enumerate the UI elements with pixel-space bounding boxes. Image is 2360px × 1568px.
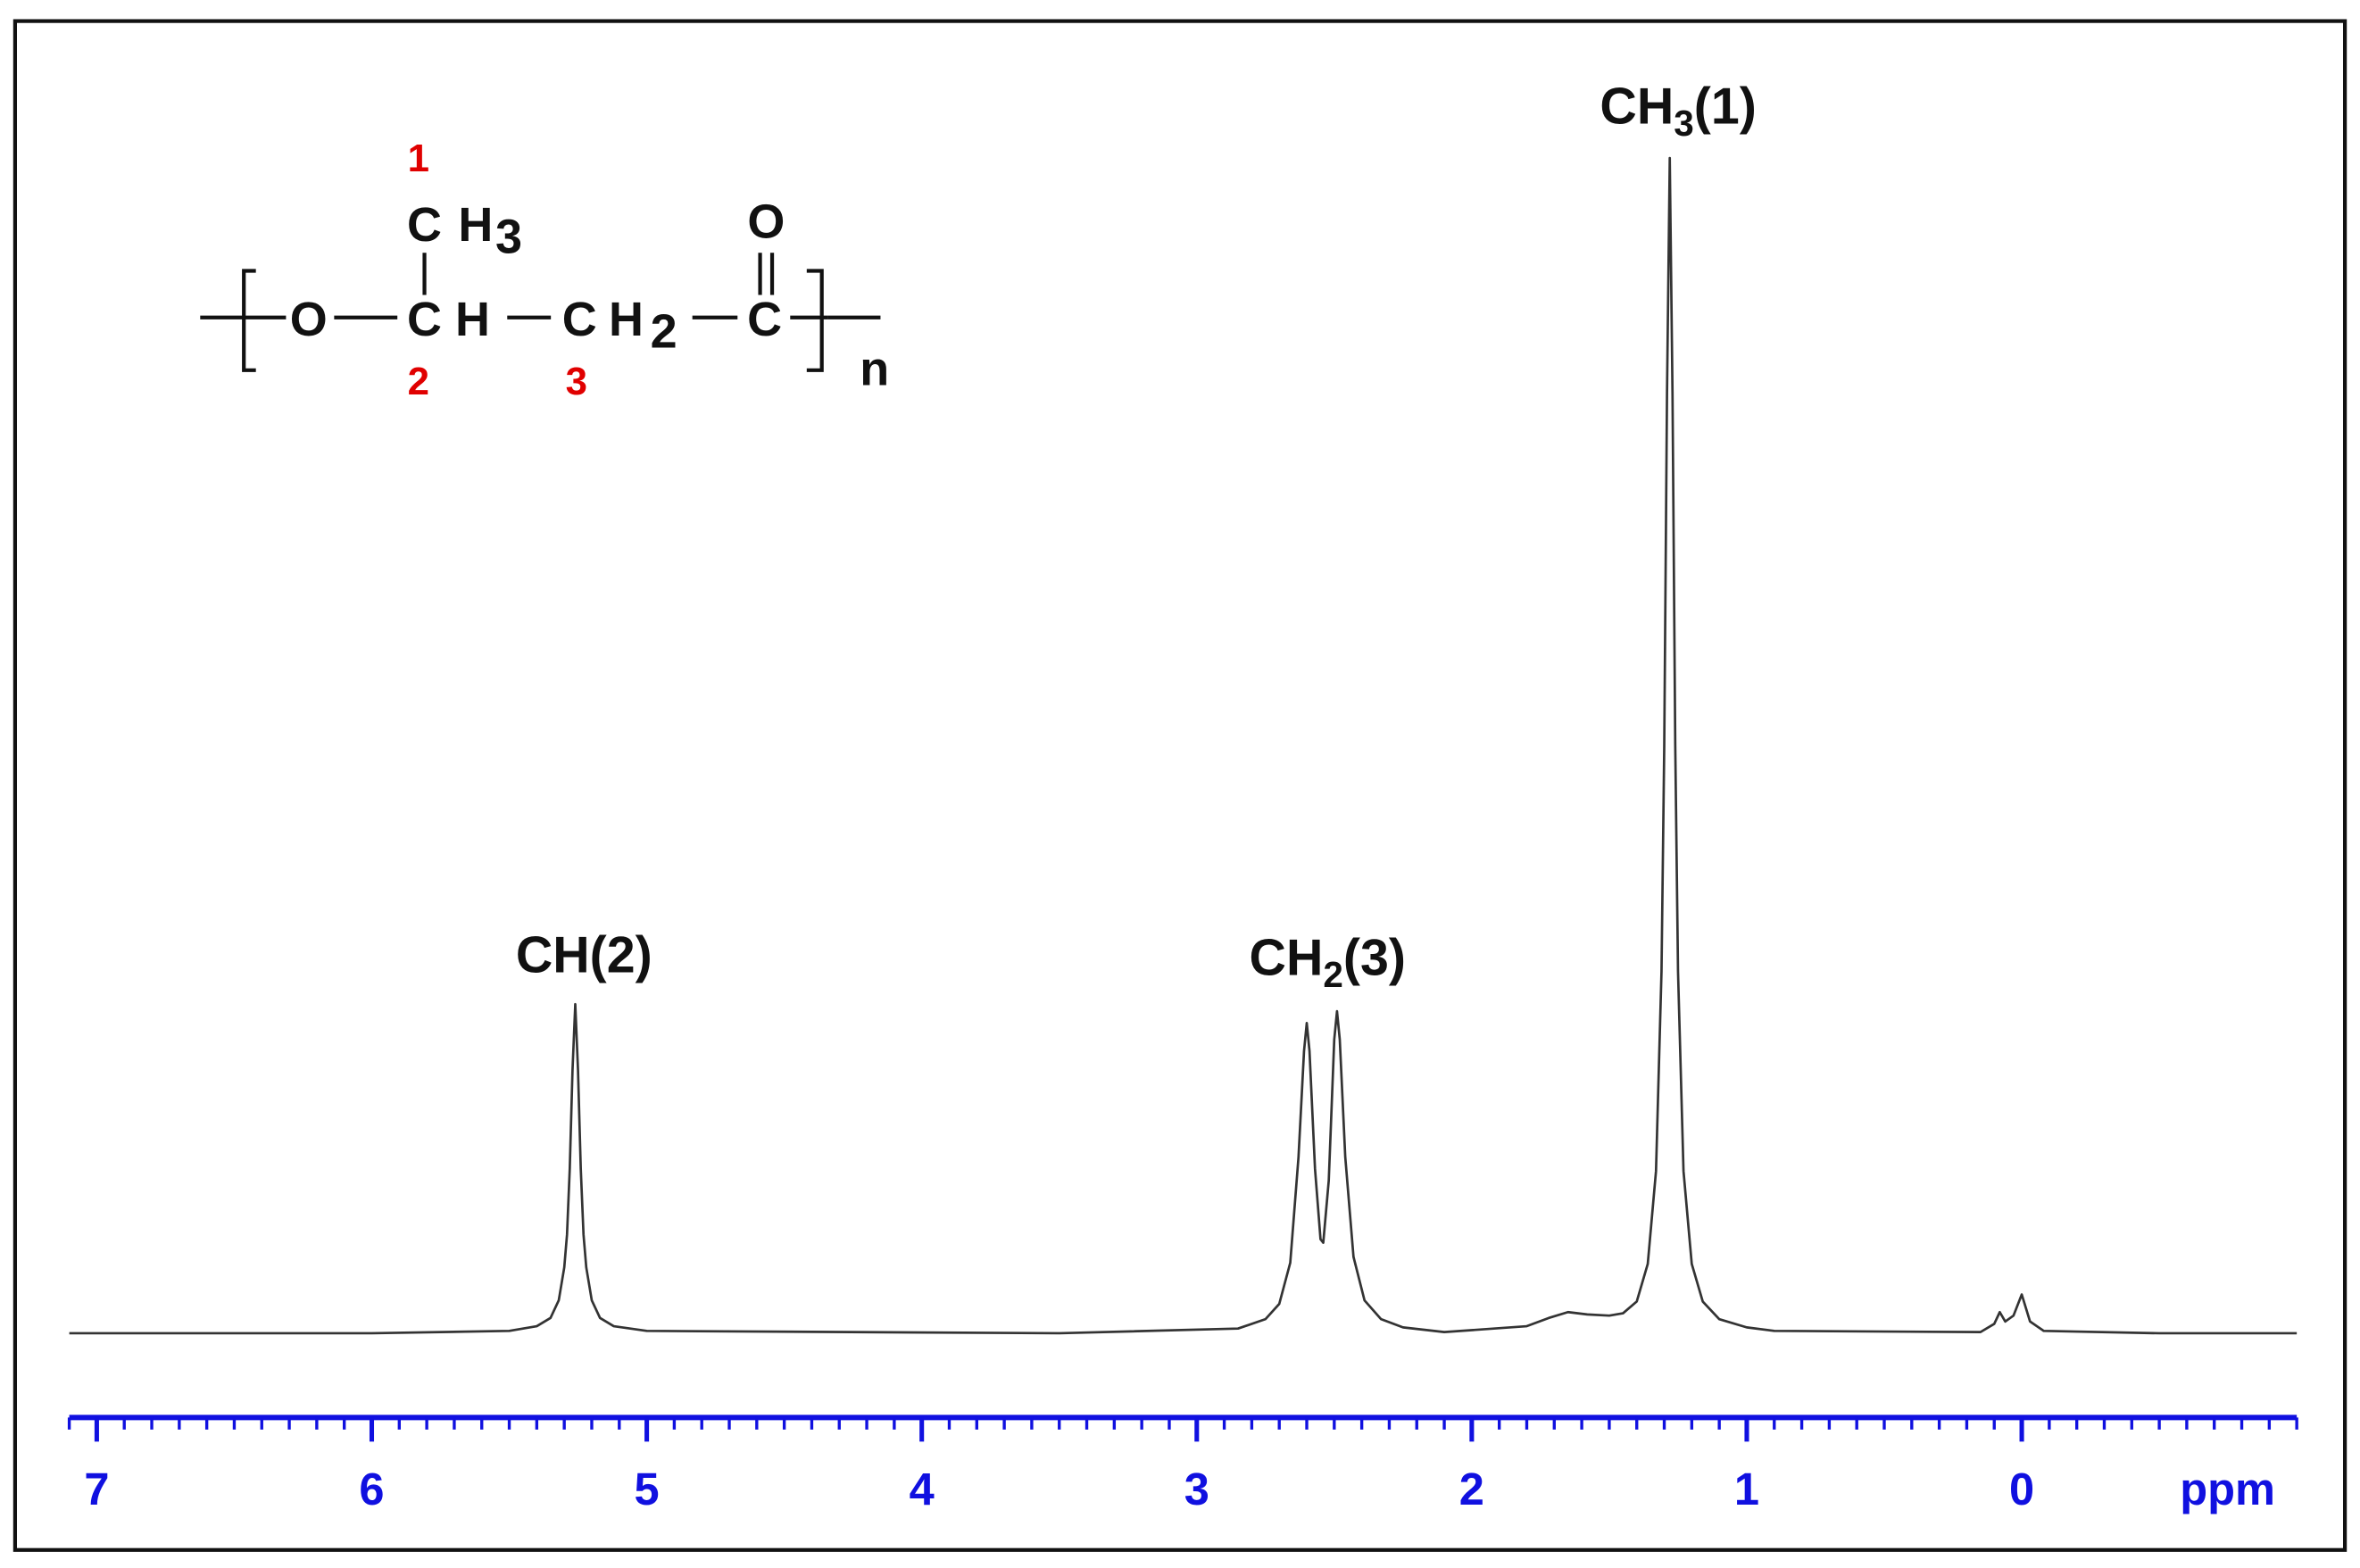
x-tick-label: 6 xyxy=(359,1464,384,1514)
peak-label: CH3(1) xyxy=(1600,78,1756,143)
atom: H xyxy=(458,198,493,252)
x-tick-label: 2 xyxy=(1459,1464,1484,1514)
peak-label: CH(2) xyxy=(516,926,652,983)
atom-subscript: 2 xyxy=(651,305,677,359)
bracket xyxy=(806,269,824,372)
atom: O xyxy=(747,195,785,248)
x-tick-label: 3 xyxy=(1184,1464,1209,1514)
atom: C xyxy=(747,293,782,346)
label-text: CH xyxy=(1250,930,1324,987)
label-subscript: 2 xyxy=(1323,954,1343,995)
atom: C xyxy=(562,293,597,346)
frame xyxy=(12,19,2348,1552)
atom: H xyxy=(455,293,490,346)
spectrum-line xyxy=(69,156,2298,1335)
x-tick-label: 0 xyxy=(2009,1464,2034,1514)
label-subscript: 3 xyxy=(1674,103,1693,144)
position-label: 1 xyxy=(408,137,429,180)
peak-label: CH2(3) xyxy=(1250,930,1406,995)
label-text: (1) xyxy=(1694,78,1757,135)
bracket xyxy=(242,269,256,372)
position-label: 2 xyxy=(408,360,429,403)
x-tick-label: 1 xyxy=(1734,1464,1759,1514)
label-text: (3) xyxy=(1343,930,1406,987)
position-label: 3 xyxy=(566,360,587,403)
atom: C xyxy=(407,198,442,252)
x-tick-label: 4 xyxy=(910,1464,935,1514)
x-axis-label: ppm xyxy=(2180,1464,2275,1514)
structure: 1 C H 3 O O C H C H 2 C n 2 3 xyxy=(200,137,889,403)
repeat-label: n xyxy=(860,343,889,396)
atom: H xyxy=(609,293,644,346)
label-text: (2) xyxy=(590,926,652,983)
atom: C xyxy=(407,293,442,346)
x-tick-label: 5 xyxy=(635,1464,660,1514)
label-text: CH xyxy=(1600,78,1674,135)
atom-subscript: 3 xyxy=(495,210,522,263)
label-text: CH xyxy=(516,926,590,983)
x-tick-label: 7 xyxy=(84,1464,109,1514)
atom: O xyxy=(290,293,328,346)
